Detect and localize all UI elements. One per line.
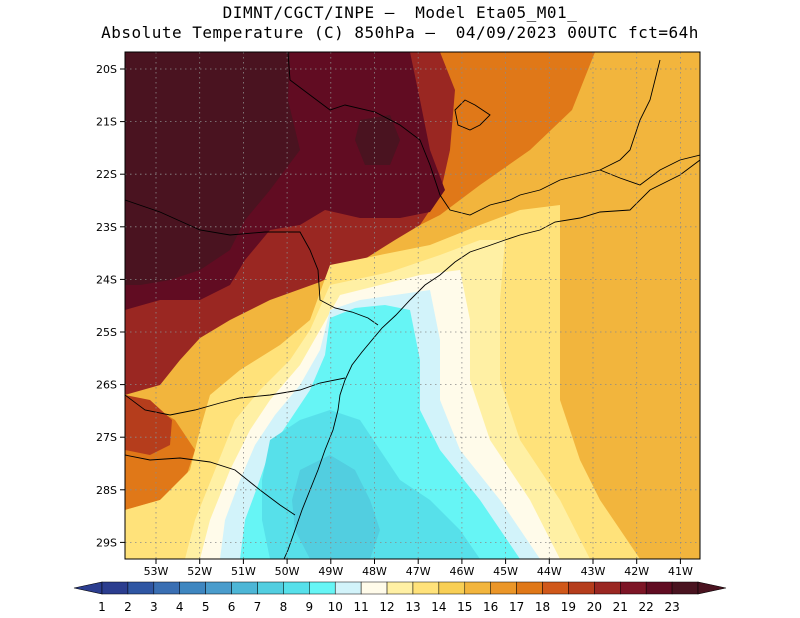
- lon-label: 49W: [318, 565, 343, 578]
- state-borders: [125, 52, 700, 559]
- colorbar-label: 2: [124, 600, 132, 614]
- colorbar-arrow-right: [697, 581, 727, 595]
- lon-label: 50W: [275, 565, 300, 578]
- lat-label: 21S: [96, 116, 117, 129]
- map-title-variable: Absolute Temperature (C) 850hPa — 04/09/…: [101, 23, 699, 42]
- colorbar-label: 15: [457, 600, 472, 614]
- colorbar-label: 7: [254, 600, 262, 614]
- north-west-hottest-spot: [355, 115, 400, 165]
- border-minas-rio: [539, 59, 661, 191]
- colorbar-segment: [568, 581, 595, 595]
- lat-label: 28S: [96, 484, 117, 497]
- border-sao-paulo-minas: [287, 52, 541, 216]
- temperature-field: [125, 52, 700, 559]
- colorbar-label: 18: [535, 600, 550, 614]
- colorbar-label: 14: [431, 600, 446, 614]
- lat-label: 23S: [96, 221, 117, 234]
- lon-label: 46W: [449, 565, 474, 578]
- colorbar-segment: [360, 581, 388, 595]
- colorbar-label: 1: [98, 600, 106, 614]
- colorbar-label: 21: [613, 600, 628, 614]
- lon-label: 41W: [668, 565, 693, 578]
- longitude-labels: 53W 52W 51W 50W 49W 48W 47W 46W 45W 44W 43W 42W 41W: [144, 559, 693, 578]
- colorbar-label: 10: [328, 600, 343, 614]
- colorbar-label: 16: [483, 600, 498, 614]
- latitude-labels: 20S 21S 22S 23S 24S 25S 26S 27S 28S 29S: [96, 63, 125, 549]
- colorbar-label: 4: [176, 600, 184, 614]
- lat-label: 24S: [96, 273, 117, 286]
- lat-label: 20S: [96, 63, 117, 76]
- lat-label: 22S: [96, 168, 117, 181]
- colorbar-label: 12: [379, 600, 394, 614]
- lon-label: 48W: [362, 565, 387, 578]
- colorbar-label: 13: [405, 600, 420, 614]
- lon-label: 53W: [144, 565, 169, 578]
- border-parana-sao-paulo: [125, 199, 379, 326]
- colorbar-segment: [101, 581, 129, 595]
- colorbar-label: 22: [639, 600, 654, 614]
- colorbar-label: 6: [228, 600, 236, 614]
- colorbar-label: 11: [353, 600, 368, 614]
- colorbar-segment: [257, 581, 284, 595]
- colorbar-arrow-left: [73, 581, 103, 595]
- lat-label: 25S: [96, 326, 117, 339]
- map-title-source: DIMNT/CGCT/INPE — Model Eta05_M01_: [222, 3, 578, 22]
- colorbar-segment: [412, 581, 440, 595]
- colorbar-segment: [490, 581, 517, 595]
- lon-label: 45W: [493, 565, 518, 578]
- reservoir-lines: [454, 99, 491, 131]
- border-parana-santa-catarina: [125, 377, 346, 416]
- colorbar-segment: [516, 581, 543, 595]
- colorbar-segment: [542, 581, 569, 595]
- colorbar-segment: [153, 581, 180, 595]
- colorbar-segment: [205, 581, 232, 595]
- colorbar-segment: [283, 581, 310, 595]
- colorbar-label: 17: [509, 600, 524, 614]
- colorbar-label: 3: [150, 600, 158, 614]
- colorbar-label: 5: [202, 600, 210, 614]
- colorbar-label: 9: [305, 600, 313, 614]
- colorbar-segment: [231, 581, 258, 595]
- colorbar-segment: [464, 581, 491, 595]
- colorbar-segment: [594, 581, 621, 595]
- colorbar-segment: [386, 581, 414, 595]
- colorbar-label: 19: [561, 600, 576, 614]
- colorbar-segment: [438, 581, 466, 595]
- colorbar-segment: [334, 581, 362, 595]
- lon-label: 43W: [581, 565, 606, 578]
- colorbar-segment: [645, 581, 673, 595]
- gridlines: [125, 52, 700, 559]
- lat-label: 29S: [96, 536, 117, 549]
- temperature-colorbar: 1 2 3 4 5 6 7 8 9 10 11 12 13 14 15 16 17 18 19 20 21 22 23: [73, 581, 727, 614]
- border-santa-catarina-rio-grande: [125, 454, 296, 516]
- map-frame: [124, 51, 701, 560]
- lon-label: 47W: [406, 565, 431, 578]
- south-west-red: [125, 395, 172, 455]
- colorbar-label: 23: [664, 600, 679, 614]
- coastline: [283, 159, 700, 559]
- lat-label: 27S: [96, 431, 117, 444]
- lon-label: 52W: [187, 565, 212, 578]
- colorbar-segment: [671, 581, 699, 595]
- lat-label: 26S: [96, 379, 117, 392]
- colorbar-label: 20: [587, 600, 602, 614]
- colorbar-segment: [620, 581, 647, 595]
- colorbar-segment: [127, 581, 155, 595]
- lon-label: 44W: [537, 565, 562, 578]
- lon-label: 51W: [231, 565, 256, 578]
- colorbar-label: 8: [280, 600, 288, 614]
- colorbar-segment: [179, 581, 206, 595]
- border-rio-espirito-santo: [599, 154, 700, 186]
- colorbar-segment: [309, 581, 336, 595]
- north-west-hottest: [125, 52, 300, 285]
- lon-label: 42W: [624, 565, 649, 578]
